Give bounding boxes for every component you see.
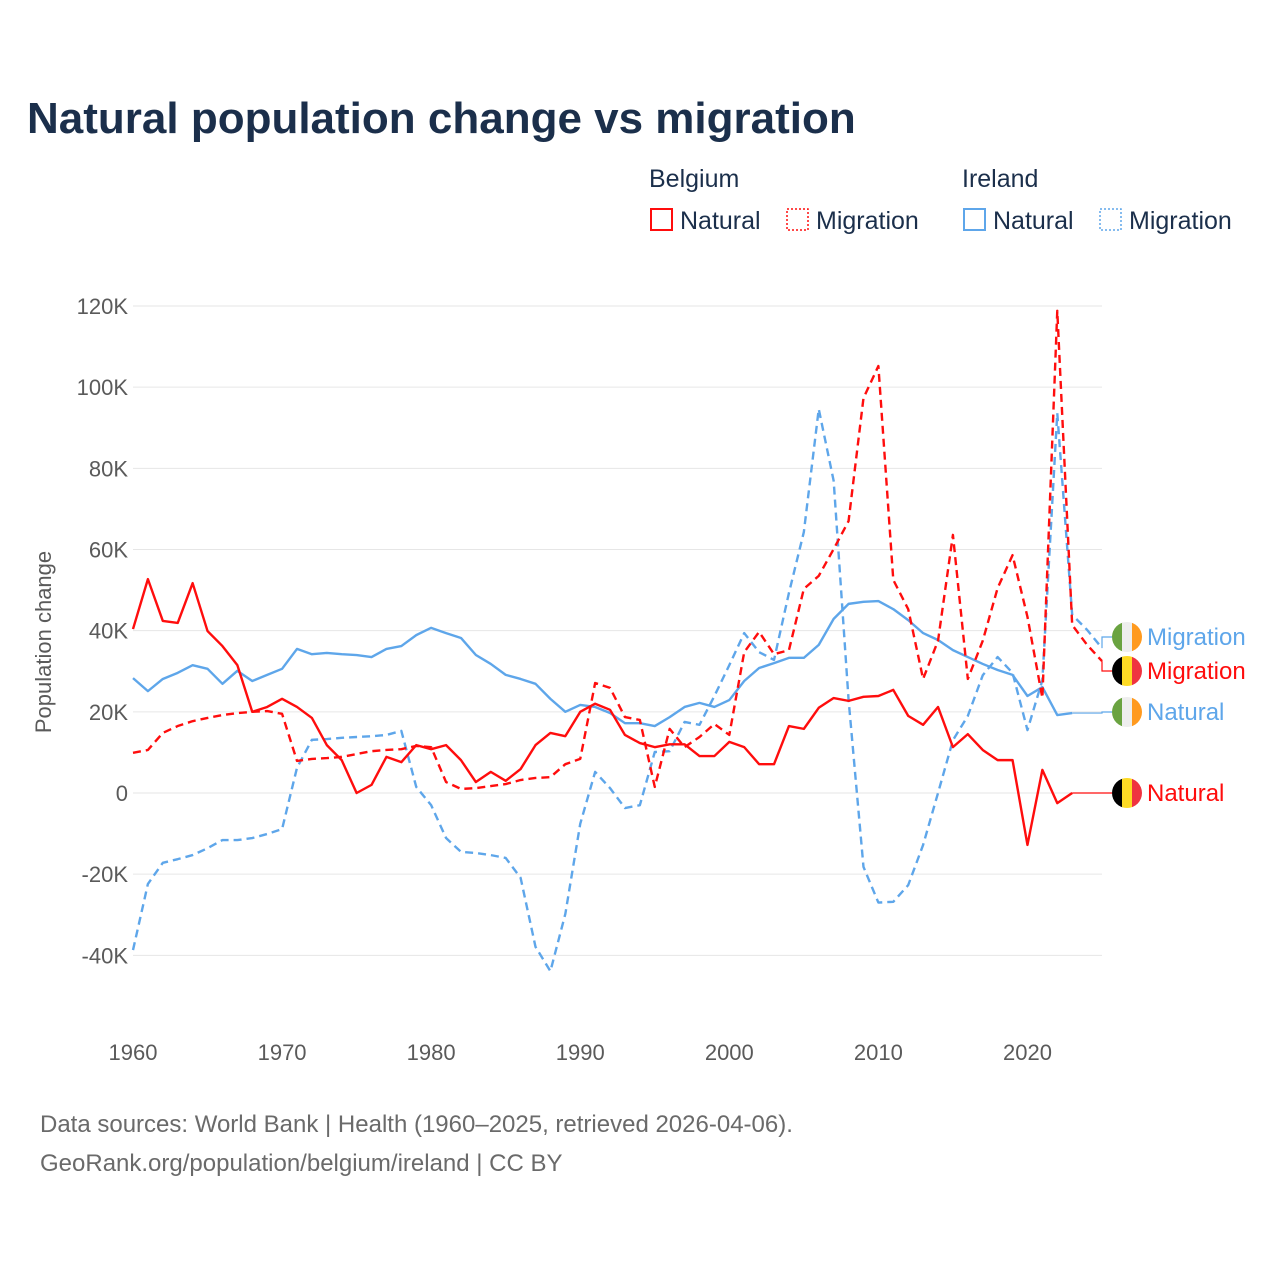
label-connector: [1072, 711, 1112, 714]
end-labels: Migration Natural Migration Natural: [1112, 622, 1246, 808]
x-tick-label: 1970: [258, 1040, 307, 1065]
legend-group-ireland: Ireland: [962, 165, 1038, 193]
legend-label-belgium-migration[interactable]: Migration: [816, 207, 919, 235]
x-axis-ticks: 1960 1970 1980 1990 2000 2010 2020: [109, 1040, 1052, 1065]
y-tick-label: 40K: [89, 619, 128, 644]
y-tick-label: -20K: [82, 862, 129, 887]
x-tick-label: 1990: [556, 1040, 605, 1065]
x-tick-label: 1960: [109, 1040, 158, 1065]
flag-stripe: [1132, 622, 1142, 652]
flag-stripe: [1132, 697, 1142, 727]
flag-stripe: [1132, 656, 1142, 686]
series-line-ireland-natural: [132, 599, 1073, 728]
end-label-belgium-migration: Migration: [1147, 658, 1246, 685]
y-axis-ticks: -40K -20K 0 20K 40K 60K 80K 100K 120K: [77, 294, 129, 968]
legend-swatch-ireland-migration: [1099, 208, 1122, 231]
legend-label-belgium-natural[interactable]: Natural: [680, 207, 761, 235]
label-connector: [1101, 661, 1112, 672]
end-label-ireland-natural: Natural: [1147, 699, 1224, 726]
x-tick-label: 2010: [854, 1040, 903, 1065]
footer-credit[interactable]: GeoRank.org/population/belgium/ireland |…: [40, 1150, 563, 1177]
flag-stripe: [1122, 622, 1133, 652]
series-lines: [131, 309, 1112, 973]
series-line-belgium-natural: [131, 577, 1073, 847]
flag-stripe: [1112, 656, 1123, 686]
flag-stripe: [1112, 778, 1123, 808]
gridlines: [133, 305, 1102, 956]
x-tick-label: 2000: [705, 1040, 754, 1065]
flag-stripe: [1122, 697, 1133, 727]
legend-label-ireland-migration[interactable]: Migration: [1129, 207, 1232, 235]
y-axis-label: Population change: [31, 551, 56, 733]
legend-swatch-belgium-migration: [786, 208, 809, 231]
end-label-ireland-migration: Migration: [1147, 624, 1246, 651]
belgium-flag-icon: [1112, 778, 1142, 808]
y-tick-label: 20K: [89, 700, 128, 725]
ireland-flag-icon: [1112, 622, 1142, 652]
flag-stripe: [1112, 622, 1123, 652]
y-tick-label: 80K: [89, 456, 128, 481]
y-tick-label: 100K: [77, 375, 129, 400]
x-tick-label: 1980: [407, 1040, 456, 1065]
flag-stripe: [1122, 778, 1133, 808]
flag-stripe: [1122, 656, 1133, 686]
x-tick-label: 2020: [1003, 1040, 1052, 1065]
legend: Belgium Natural Migration Ireland Natura…: [649, 165, 1232, 235]
label-connector: [1101, 636, 1112, 649]
ireland-flag-icon: [1112, 697, 1142, 727]
legend-swatch-ireland-natural: [963, 208, 986, 231]
legend-group-belgium: Belgium: [649, 165, 739, 193]
legend-swatch-belgium-natural: [650, 208, 673, 231]
series-line-ireland-migration: [131, 407, 1103, 973]
series-line-belgium-migration: [132, 309, 1103, 791]
flag-stripe: [1132, 778, 1142, 808]
flag-stripe: [1112, 697, 1123, 727]
y-tick-label: 0: [116, 781, 128, 806]
y-tick-label: 60K: [89, 537, 128, 562]
y-tick-label: -40K: [82, 943, 129, 968]
legend-label-ireland-natural[interactable]: Natural: [993, 207, 1074, 235]
chart-title: Natural population change vs migration: [27, 94, 856, 143]
y-tick-label: 120K: [77, 294, 129, 319]
end-label-belgium-natural: Natural: [1147, 780, 1224, 807]
footer-sources: Data sources: World Bank | Health (1960–…: [40, 1111, 793, 1138]
belgium-flag-icon: [1112, 656, 1142, 686]
